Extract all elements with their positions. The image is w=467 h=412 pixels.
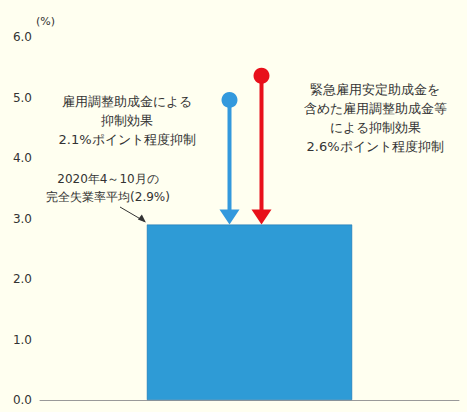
svg-text:2.0: 2.0 (13, 272, 32, 286)
svg-text:含めた雇用調整助成金等: 含めた雇用調整助成金等 (304, 101, 447, 116)
svg-text:5.0: 5.0 (13, 91, 32, 105)
svg-text:緊急雇用安定助成金を: 緊急雇用安定助成金を (310, 82, 440, 97)
svg-text:0.0: 0.0 (13, 393, 32, 407)
svg-text:4.0: 4.0 (13, 151, 32, 165)
svg-text:2.6%ポイント程度抑制: 2.6%ポイント程度抑制 (306, 139, 443, 154)
svg-text:2020年4～10月の: 2020年4～10月の (57, 172, 158, 186)
svg-text:完全失業率平均(2.9%): 完全失業率平均(2.9%) (46, 190, 170, 204)
svg-text:抑制効果: 抑制効果 (101, 113, 153, 128)
svg-text:(%): (%) (36, 15, 55, 28)
svg-text:2.1%ポイント程度抑制: 2.1%ポイント程度抑制 (58, 132, 195, 147)
svg-text:による抑制効果: による抑制効果 (330, 120, 421, 135)
svg-text:3.0: 3.0 (13, 212, 32, 226)
svg-text:雇用調整助成金による: 雇用調整助成金による (62, 94, 192, 109)
svg-text:6.0: 6.0 (13, 30, 32, 44)
svg-text:1.0: 1.0 (13, 333, 32, 347)
